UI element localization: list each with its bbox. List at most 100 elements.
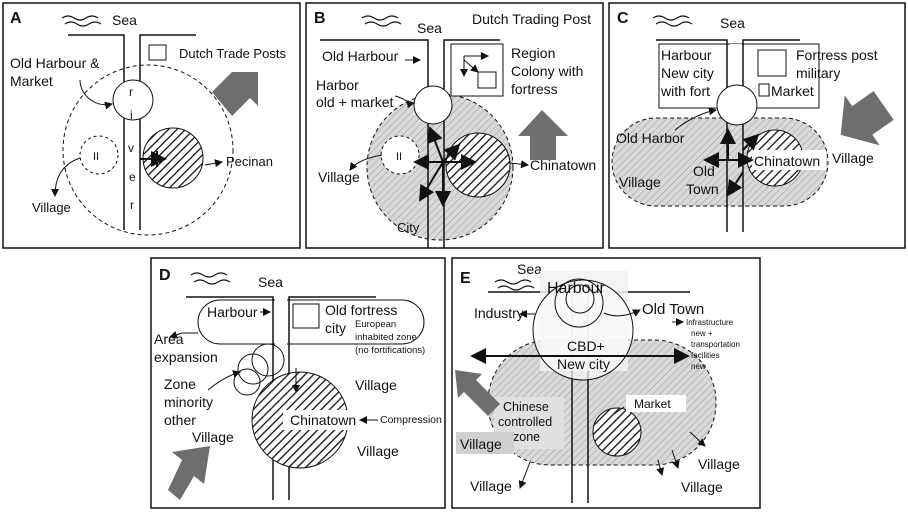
harbour-circle: [716, 84, 758, 126]
coastline-left: [320, 39, 429, 248]
village-bottom-right-label: Village: [681, 479, 723, 495]
harbour-label: Harbour: [207, 304, 258, 320]
with-fort-label: with fort: [660, 83, 710, 99]
village-arrow: [656, 459, 665, 476]
market-label: Market: [634, 397, 671, 411]
panel-d-letter: D: [159, 267, 171, 284]
wave-icon: [61, 15, 99, 21]
dutch-trading-post-label: Dutch Trading Post: [472, 11, 591, 27]
new-city-label: New city: [661, 65, 714, 81]
industry-label: Industry: [474, 305, 524, 321]
new-city-label: New city: [557, 356, 610, 372]
dutch-post-square: [148, 44, 167, 61]
direction-arrow-icon: [168, 446, 210, 500]
sea-label: Sea: [720, 15, 745, 31]
wave-icon: [652, 15, 690, 21]
fortress-square: [477, 71, 497, 89]
wave-icon: [655, 21, 693, 27]
other-label: other: [164, 412, 196, 428]
arrow-southwest: [726, 171, 744, 197]
village-arrow: [671, 449, 680, 469]
harbour-circle: [565, 284, 595, 314]
coastline-right: [139, 34, 196, 230]
direction-arrow-icon: [455, 370, 500, 416]
direction-arrow-icon: [212, 72, 258, 116]
city-label: City: [397, 220, 420, 235]
minority-circle: [237, 353, 269, 385]
wave-icon: [494, 279, 532, 285]
market-label: Market: [771, 83, 814, 99]
cbd-label: CBD+: [567, 338, 605, 354]
sea-label: Sea: [517, 261, 542, 277]
harbor-label: Harbor: [316, 77, 359, 93]
wave-icon: [497, 285, 535, 291]
wave-icon: [361, 15, 399, 21]
zone-ii-label: II: [396, 151, 402, 163]
old-harbour-label: Old Harbour &: [10, 55, 100, 71]
panel-b-letter: B: [314, 10, 326, 27]
village-arrow: [518, 461, 531, 489]
harbour-label: Harbour: [547, 280, 605, 297]
village-pointer: [349, 154, 383, 171]
town-label: Town: [686, 181, 719, 197]
harbor-pointer: [394, 95, 415, 109]
river-gap: [275, 299, 287, 345]
river-letter: i: [130, 108, 133, 122]
market-pointer: [613, 406, 625, 415]
direction-arrow-icon: [840, 91, 894, 146]
chinatown-label-bg: [283, 410, 358, 430]
wave-icon: [190, 272, 228, 278]
old-town-pointer: [603, 309, 641, 317]
inhabited-zone-label: inhabited zone: [355, 332, 417, 343]
facilities-label: facilities: [691, 351, 719, 360]
zone-ii-label: II: [93, 151, 99, 163]
village-left-bg: [456, 432, 514, 454]
old-town-circle: [554, 278, 604, 328]
european-label: European: [355, 319, 396, 330]
infrastructure-new-label: new +: [691, 329, 713, 338]
old-harbor-pointer: [674, 107, 717, 131]
minority-label: minority: [164, 394, 213, 410]
panel-a-frame: [2, 2, 301, 249]
panel-e: E Sea Harbour Old Town Industry Infrastr…: [451, 257, 761, 509]
old-harbour-label: Old Harbour: [322, 48, 399, 64]
fortress-post-label: Fortress post: [796, 47, 878, 63]
panel-c-letter: C: [617, 10, 629, 27]
expansion-pointer: [169, 330, 198, 339]
arrow-southwest: [418, 161, 444, 202]
coastline-left: [656, 39, 728, 232]
compression-label: Compression: [380, 414, 442, 426]
village-right-label: Village: [698, 456, 740, 472]
chinatown-label-bg: [752, 150, 826, 170]
village-pointer: [51, 157, 81, 197]
zone-label: zone: [513, 430, 540, 444]
old-label: Old: [693, 163, 715, 179]
market-zone: [592, 407, 642, 457]
sea-label: Sea: [258, 274, 283, 290]
village-top-label: Village: [355, 377, 397, 393]
zone-ii-circle: [79, 135, 119, 175]
village-label: Village: [32, 200, 71, 215]
direction-arrow-icon: [518, 110, 568, 160]
harbour-label: Harbour: [661, 47, 712, 63]
village-left-label: Village: [460, 436, 502, 452]
village-right-label: Village: [832, 150, 874, 166]
expansion-label: expansion: [154, 349, 218, 365]
city-label: city: [325, 320, 346, 336]
fortress-square: [757, 49, 787, 77]
chinese-label: Chinese: [503, 400, 549, 414]
old-fortress-label: Old fortress: [325, 302, 397, 318]
village-bottom-left-label: Village: [470, 478, 512, 494]
panel-d: D Sea Harbour Old fortress city European…: [150, 257, 446, 509]
old-town-label: Old Town: [642, 301, 704, 318]
river-letter: e: [129, 170, 136, 184]
region-label: Region: [511, 45, 555, 61]
urban-boundary: [62, 64, 234, 236]
market-square: [758, 83, 770, 97]
transportation-label: transportation: [691, 340, 740, 349]
old-harbour-circle: [112, 79, 154, 121]
market-label-bg: [626, 395, 686, 412]
infrastructure-label: Infrastructure: [686, 318, 734, 327]
coastline-right: [742, 39, 800, 232]
harbor-circle: [413, 85, 453, 125]
